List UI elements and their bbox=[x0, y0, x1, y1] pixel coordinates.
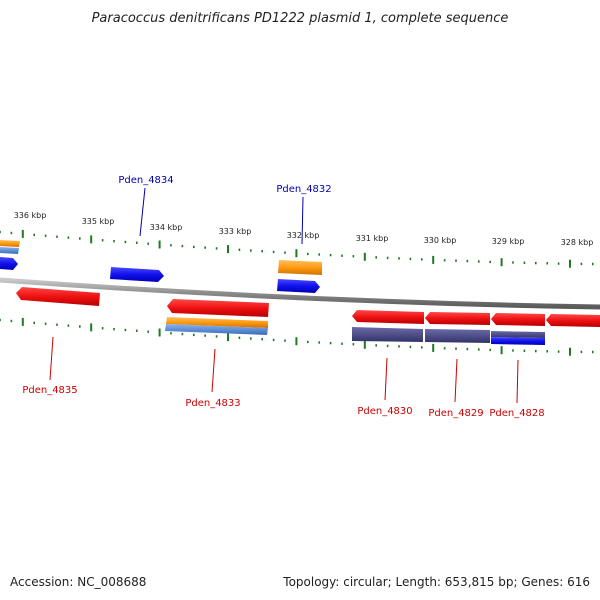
accession-text: Accession: NC_008688 bbox=[10, 575, 146, 589]
gene-pden-4832-orange[interactable] bbox=[278, 260, 322, 275]
tick-label: 336 kbp bbox=[14, 211, 47, 220]
forward-strand-features bbox=[0, 240, 322, 293]
gene-pden-4834[interactable] bbox=[110, 267, 164, 282]
gene-labels: Pden_4834 Pden_4832 Pden_4835 Pden_4833 … bbox=[22, 175, 544, 419]
gene-label-pden-4833[interactable]: Pden_4833 bbox=[185, 398, 240, 409]
gene-pden-4833[interactable] bbox=[167, 299, 269, 317]
gene-feature-blue[interactable] bbox=[0, 257, 18, 270]
tick-label: 328 kbp bbox=[561, 238, 594, 247]
label-connector bbox=[139, 187, 146, 237]
gene-pden-4829[interactable] bbox=[425, 312, 490, 325]
gene-pden-4828-purple[interactable] bbox=[491, 331, 545, 338]
tick-label: 331 kbp bbox=[356, 234, 389, 243]
reverse-strand-features bbox=[16, 287, 600, 345]
label-connector bbox=[301, 196, 304, 245]
gene-label-pden-4832[interactable]: Pden_4832 bbox=[276, 184, 331, 195]
label-connector bbox=[516, 359, 519, 404]
label-connector bbox=[211, 348, 216, 393]
tick-label: 334 kbp bbox=[150, 223, 183, 232]
label-connectors bbox=[49, 187, 519, 404]
plasmid-backbone bbox=[0, 277, 600, 310]
label-connector bbox=[384, 357, 388, 401]
gene-label-pden-4828[interactable]: Pden_4828 bbox=[489, 408, 544, 419]
genome-stats-text: Topology: circular; Length: 653,815 bp; … bbox=[282, 575, 590, 589]
gene-pden-4830-purple[interactable] bbox=[352, 327, 423, 342]
gene-feature-orange[interactable] bbox=[0, 240, 20, 247]
gene-pden-4832[interactable] bbox=[277, 279, 320, 293]
gene-pden-4833-orange[interactable] bbox=[166, 317, 268, 328]
label-connector bbox=[49, 336, 54, 381]
gene-label-pden-4829[interactable]: Pden_4829 bbox=[428, 408, 483, 419]
gene-label-pden-4835[interactable]: Pden_4835 bbox=[22, 385, 77, 396]
gene-pden-4830[interactable] bbox=[352, 310, 424, 324]
tick-labels: 336 kbp 335 kbp 334 kbp 333 kbp 332 kbp … bbox=[14, 211, 594, 247]
gene-pden-4833-steel[interactable] bbox=[165, 324, 268, 335]
gene-label-pden-4834[interactable]: Pden_4834 bbox=[118, 175, 173, 186]
outer-tick-track bbox=[0, 229, 594, 268]
tick-label: 333 kbp bbox=[219, 227, 252, 236]
tick-label: 332 kbp bbox=[287, 231, 320, 240]
gene-feature-red[interactable] bbox=[546, 314, 600, 327]
tick-label: 330 kbp bbox=[424, 236, 457, 245]
gene-pden-4829-purple[interactable] bbox=[425, 329, 490, 343]
tick-label: 329 kbp bbox=[492, 237, 525, 246]
label-connector bbox=[454, 358, 458, 403]
gene-pden-4828-blue[interactable] bbox=[491, 337, 545, 345]
gene-feature-steel[interactable] bbox=[0, 247, 19, 254]
gene-pden-4835[interactable] bbox=[16, 287, 100, 306]
gene-label-pden-4830[interactable]: Pden_4830 bbox=[357, 406, 412, 417]
gene-pden-4828[interactable] bbox=[491, 313, 545, 326]
map-title: Paracoccus denitrificans PD1222 plasmid … bbox=[92, 11, 509, 26]
inner-tick-track bbox=[0, 317, 594, 356]
tick-label: 335 kbp bbox=[82, 217, 115, 226]
